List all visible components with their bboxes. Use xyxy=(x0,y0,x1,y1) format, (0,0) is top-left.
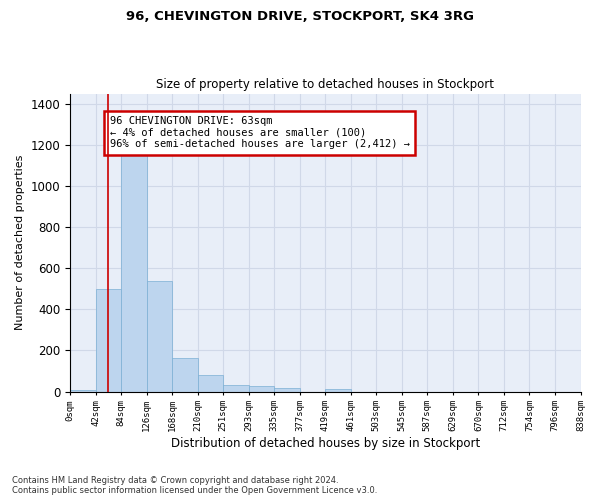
Bar xyxy=(274,388,300,392)
Bar xyxy=(197,375,223,392)
Title: Size of property relative to detached houses in Stockport: Size of property relative to detached ho… xyxy=(156,78,494,91)
Bar xyxy=(95,289,121,392)
Bar xyxy=(146,280,172,392)
Bar xyxy=(325,388,351,392)
Bar xyxy=(70,390,95,392)
Text: Contains HM Land Registry data © Crown copyright and database right 2024.
Contai: Contains HM Land Registry data © Crown c… xyxy=(12,476,377,495)
Bar xyxy=(172,358,197,392)
Bar xyxy=(223,385,248,392)
Y-axis label: Number of detached properties: Number of detached properties xyxy=(15,155,25,330)
X-axis label: Distribution of detached houses by size in Stockport: Distribution of detached houses by size … xyxy=(170,437,480,450)
Bar xyxy=(121,155,146,392)
Bar xyxy=(248,386,274,392)
Text: 96 CHEVINGTON DRIVE: 63sqm
← 4% of detached houses are smaller (100)
96% of semi: 96 CHEVINGTON DRIVE: 63sqm ← 4% of detac… xyxy=(110,116,410,150)
Text: 96, CHEVINGTON DRIVE, STOCKPORT, SK4 3RG: 96, CHEVINGTON DRIVE, STOCKPORT, SK4 3RG xyxy=(126,10,474,23)
